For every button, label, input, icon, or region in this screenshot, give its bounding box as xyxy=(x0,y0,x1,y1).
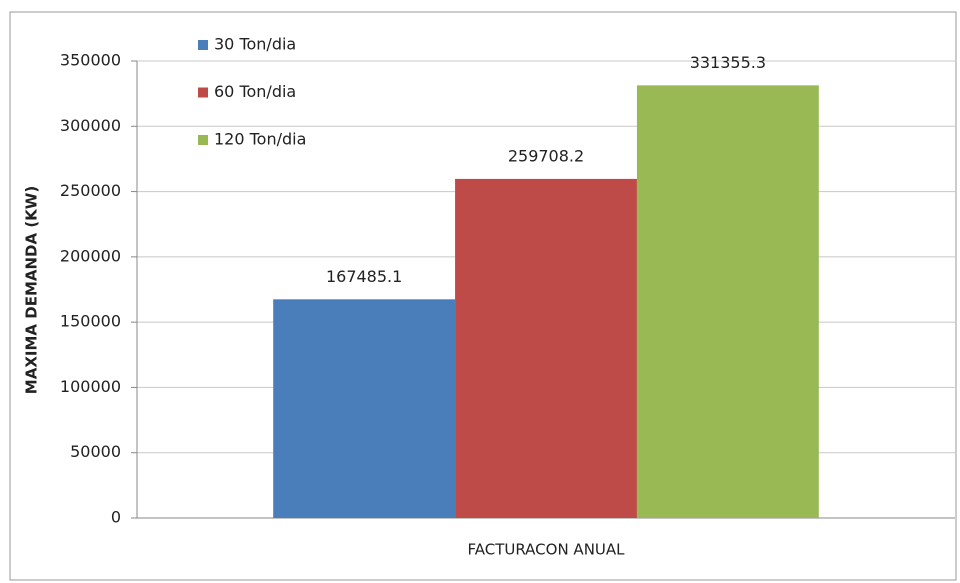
data-label: 331355.3 xyxy=(690,53,766,72)
y-tick-label: 0 xyxy=(111,508,121,527)
data-label: 259708.2 xyxy=(508,146,584,165)
bar xyxy=(273,299,456,518)
bar xyxy=(636,85,819,518)
legend-swatch xyxy=(198,87,208,98)
y-tick-label: 50000 xyxy=(70,442,121,461)
bar xyxy=(455,178,637,518)
y-tick-label: 200000 xyxy=(60,246,121,265)
x-tick-label: FACTURACON ANUAL xyxy=(467,541,625,559)
data-label: 167485.1 xyxy=(326,267,402,286)
legend-swatch xyxy=(198,135,208,145)
y-axis-title: MAXIMA DEMANDA (KW) xyxy=(23,186,41,394)
legend-swatch xyxy=(198,40,208,50)
y-tick-label: 150000 xyxy=(60,312,121,331)
legend-label: 120 Ton/dia xyxy=(214,130,306,149)
legend-label: 30 Ton/dia xyxy=(214,35,296,54)
y-tick-label: 350000 xyxy=(60,51,121,70)
legend-label: 60 Ton/dia xyxy=(214,82,296,101)
y-tick-label: 250000 xyxy=(60,181,121,200)
y-tick-label: 300000 xyxy=(60,116,121,135)
y-tick-label: 100000 xyxy=(60,377,121,396)
